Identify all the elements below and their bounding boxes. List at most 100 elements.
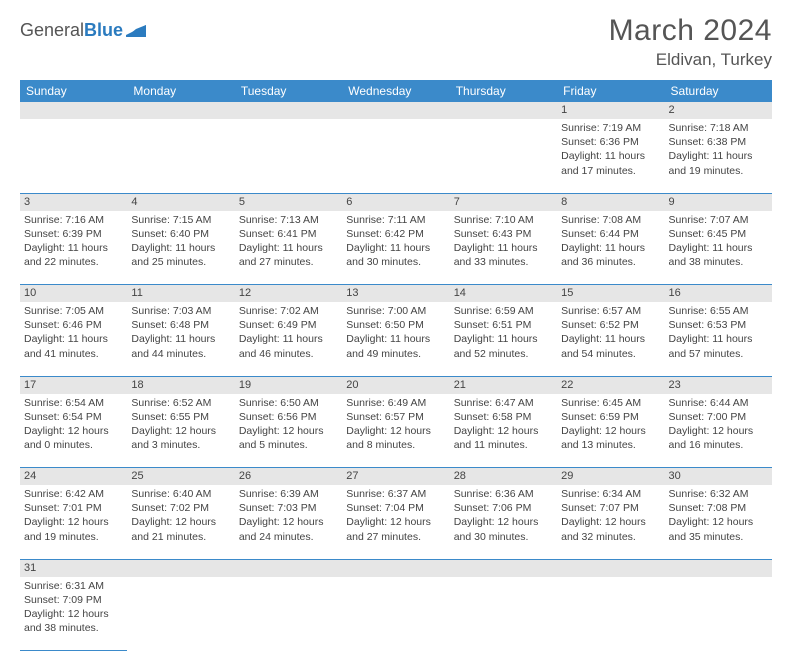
day-details: Sunrise: 7:19 AMSunset: 6:36 PMDaylight:… [561, 121, 660, 178]
day-number-cell: 12 [235, 285, 342, 303]
day-number-cell: 8 [557, 193, 664, 211]
calendar-day-cell [342, 577, 449, 651]
calendar-page: GeneralBlue March 2024 Eldivan, Turkey S… [0, 0, 792, 651]
weekday-thursday: Thursday [450, 80, 557, 102]
day-number-cell: 2 [665, 102, 772, 119]
calendar-day-cell [450, 577, 557, 651]
day-number-cell: 24 [20, 468, 127, 486]
calendar-day-cell: Sunrise: 7:13 AMSunset: 6:41 PMDaylight:… [235, 211, 342, 285]
day-details: Sunrise: 6:37 AMSunset: 7:04 PMDaylight:… [346, 487, 445, 544]
title-block: March 2024 Eldivan, Turkey [609, 14, 772, 70]
calendar-day-cell: Sunrise: 6:54 AMSunset: 6:54 PMDaylight:… [20, 394, 127, 468]
calendar-day-cell: Sunrise: 7:00 AMSunset: 6:50 PMDaylight:… [342, 302, 449, 376]
location: Eldivan, Turkey [609, 50, 772, 70]
calendar-day-cell: Sunrise: 6:45 AMSunset: 6:59 PMDaylight:… [557, 394, 664, 468]
day-number-cell: 17 [20, 376, 127, 394]
day-number-cell: 16 [665, 285, 772, 303]
day-details: Sunrise: 6:31 AMSunset: 7:09 PMDaylight:… [24, 579, 123, 636]
day-details: Sunrise: 6:54 AMSunset: 6:54 PMDaylight:… [24, 396, 123, 453]
day-details: Sunrise: 6:52 AMSunset: 6:55 PMDaylight:… [131, 396, 230, 453]
calendar-week-row: Sunrise: 6:31 AMSunset: 7:09 PMDaylight:… [20, 577, 772, 651]
day-details: Sunrise: 7:03 AMSunset: 6:48 PMDaylight:… [131, 304, 230, 361]
day-number-cell [450, 559, 557, 577]
calendar-day-cell: Sunrise: 7:15 AMSunset: 6:40 PMDaylight:… [127, 211, 234, 285]
calendar-week-row: Sunrise: 7:05 AMSunset: 6:46 PMDaylight:… [20, 302, 772, 376]
calendar-day-cell [235, 577, 342, 651]
calendar-day-cell [127, 119, 234, 193]
day-details: Sunrise: 6:55 AMSunset: 6:53 PMDaylight:… [669, 304, 768, 361]
daynum-row: 31 [20, 559, 772, 577]
day-number-cell: 30 [665, 468, 772, 486]
day-details: Sunrise: 7:00 AMSunset: 6:50 PMDaylight:… [346, 304, 445, 361]
day-number-cell: 3 [20, 193, 127, 211]
calendar-day-cell: Sunrise: 6:55 AMSunset: 6:53 PMDaylight:… [665, 302, 772, 376]
daynum-row: 17181920212223 [20, 376, 772, 394]
calendar-day-cell: Sunrise: 6:50 AMSunset: 6:56 PMDaylight:… [235, 394, 342, 468]
day-details: Sunrise: 6:49 AMSunset: 6:57 PMDaylight:… [346, 396, 445, 453]
day-details: Sunrise: 6:47 AMSunset: 6:58 PMDaylight:… [454, 396, 553, 453]
logo: GeneralBlue [20, 20, 148, 41]
day-details: Sunrise: 7:16 AMSunset: 6:39 PMDaylight:… [24, 213, 123, 270]
calendar-day-cell: Sunrise: 7:07 AMSunset: 6:45 PMDaylight:… [665, 211, 772, 285]
day-number-cell: 27 [342, 468, 449, 486]
calendar-day-cell: Sunrise: 6:49 AMSunset: 6:57 PMDaylight:… [342, 394, 449, 468]
calendar-table: Sunday Monday Tuesday Wednesday Thursday… [20, 80, 772, 651]
day-number-cell [20, 102, 127, 119]
calendar-day-cell [342, 119, 449, 193]
calendar-day-cell: Sunrise: 6:42 AMSunset: 7:01 PMDaylight:… [20, 485, 127, 559]
calendar-day-cell: Sunrise: 7:18 AMSunset: 6:38 PMDaylight:… [665, 119, 772, 193]
day-number-cell [235, 102, 342, 119]
calendar-day-cell [450, 119, 557, 193]
calendar-day-cell: Sunrise: 6:36 AMSunset: 7:06 PMDaylight:… [450, 485, 557, 559]
day-details: Sunrise: 7:15 AMSunset: 6:40 PMDaylight:… [131, 213, 230, 270]
calendar-day-cell: Sunrise: 7:11 AMSunset: 6:42 PMDaylight:… [342, 211, 449, 285]
day-number-cell: 13 [342, 285, 449, 303]
day-number-cell: 15 [557, 285, 664, 303]
day-details: Sunrise: 7:10 AMSunset: 6:43 PMDaylight:… [454, 213, 553, 270]
day-details: Sunrise: 7:18 AMSunset: 6:38 PMDaylight:… [669, 121, 768, 178]
calendar-day-cell: Sunrise: 7:19 AMSunset: 6:36 PMDaylight:… [557, 119, 664, 193]
day-details: Sunrise: 7:08 AMSunset: 6:44 PMDaylight:… [561, 213, 660, 270]
calendar-day-cell: Sunrise: 6:37 AMSunset: 7:04 PMDaylight:… [342, 485, 449, 559]
day-number-cell: 18 [127, 376, 234, 394]
day-details: Sunrise: 6:32 AMSunset: 7:08 PMDaylight:… [669, 487, 768, 544]
calendar-day-cell [20, 119, 127, 193]
calendar-week-row: Sunrise: 6:54 AMSunset: 6:54 PMDaylight:… [20, 394, 772, 468]
day-number-cell: 19 [235, 376, 342, 394]
day-number-cell: 25 [127, 468, 234, 486]
day-details: Sunrise: 6:44 AMSunset: 7:00 PMDaylight:… [669, 396, 768, 453]
day-number-cell: 14 [450, 285, 557, 303]
day-details: Sunrise: 6:57 AMSunset: 6:52 PMDaylight:… [561, 304, 660, 361]
day-number-cell: 9 [665, 193, 772, 211]
day-details: Sunrise: 6:39 AMSunset: 7:03 PMDaylight:… [239, 487, 338, 544]
day-number-cell [665, 559, 772, 577]
daynum-row: 10111213141516 [20, 285, 772, 303]
day-number-cell [450, 102, 557, 119]
weekday-monday: Monday [127, 80, 234, 102]
calendar-week-row: Sunrise: 7:19 AMSunset: 6:36 PMDaylight:… [20, 119, 772, 193]
day-number-cell: 21 [450, 376, 557, 394]
day-number-cell: 11 [127, 285, 234, 303]
day-details: Sunrise: 6:34 AMSunset: 7:07 PMDaylight:… [561, 487, 660, 544]
day-details: Sunrise: 6:50 AMSunset: 6:56 PMDaylight:… [239, 396, 338, 453]
calendar-day-cell: Sunrise: 6:32 AMSunset: 7:08 PMDaylight:… [665, 485, 772, 559]
logo-flag-icon [126, 23, 148, 39]
calendar-day-cell: Sunrise: 6:52 AMSunset: 6:55 PMDaylight:… [127, 394, 234, 468]
weekday-tuesday: Tuesday [235, 80, 342, 102]
weekday-wednesday: Wednesday [342, 80, 449, 102]
day-number-cell: 31 [20, 559, 127, 577]
daynum-row: 3456789 [20, 193, 772, 211]
day-details: Sunrise: 7:02 AMSunset: 6:49 PMDaylight:… [239, 304, 338, 361]
day-details: Sunrise: 7:11 AMSunset: 6:42 PMDaylight:… [346, 213, 445, 270]
calendar-day-cell: Sunrise: 6:40 AMSunset: 7:02 PMDaylight:… [127, 485, 234, 559]
calendar-day-cell: Sunrise: 7:08 AMSunset: 6:44 PMDaylight:… [557, 211, 664, 285]
calendar-week-row: Sunrise: 7:16 AMSunset: 6:39 PMDaylight:… [20, 211, 772, 285]
day-number-cell: 28 [450, 468, 557, 486]
day-number-cell: 4 [127, 193, 234, 211]
daynum-row: 24252627282930 [20, 468, 772, 486]
calendar-day-cell: Sunrise: 7:16 AMSunset: 6:39 PMDaylight:… [20, 211, 127, 285]
calendar-day-cell: Sunrise: 6:47 AMSunset: 6:58 PMDaylight:… [450, 394, 557, 468]
month-title: March 2024 [609, 14, 772, 48]
calendar-day-cell: Sunrise: 7:10 AMSunset: 6:43 PMDaylight:… [450, 211, 557, 285]
day-number-cell [342, 102, 449, 119]
